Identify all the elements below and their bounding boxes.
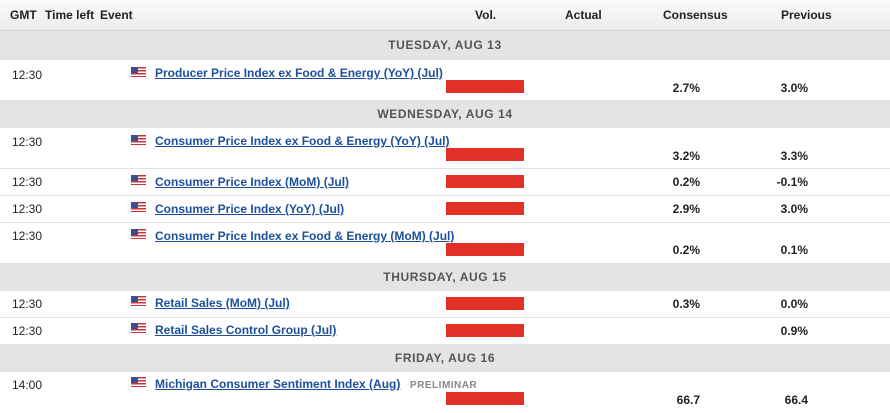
us-flag-icon [131,135,146,145]
previous-value: 0.1% [780,243,808,257]
volatility-bar [446,80,524,93]
event-link[interactable]: Michigan Consumer Sentiment Index (Aug) [155,377,401,391]
event-time: 12:30 [12,68,43,82]
event-link[interactable]: Consumer Price Index (MoM) (Jul) [155,175,350,189]
consensus-value: 2.7% [672,81,700,95]
previous-value: 3.0% [780,81,808,95]
volatility-bar [446,297,524,310]
us-flag-icon [131,202,146,212]
event-time: 12:30 [12,135,43,149]
event-row-cpi-core-yoy[interactable]: 12:30 Consumer Price Index ex Food & Ene… [0,128,890,169]
previous-value: -0.1% [776,175,808,189]
table-header: GMT Time left Event Vol. Actual Consensu… [0,0,890,31]
consensus-value: 0.2% [672,243,700,257]
volatility-bar [446,243,524,256]
event-row-retail-sales-mom[interactable]: 12:30 Retail Sales (MoM) (Jul) 0.3% 0.0% [0,291,890,318]
previous-value: 3.3% [780,149,808,163]
volatility-bar [446,148,524,161]
volatility-bar [446,202,524,215]
event-time: 12:30 [12,297,43,311]
header-actual: Actual [565,8,602,22]
consensus-value: 3.2% [672,149,700,163]
volatility-bar [446,392,524,405]
event-time: 12:30 [12,229,43,243]
header-consensus: Consensus [663,8,728,22]
event-row-ppi-core-yoy[interactable]: 12:30 Producer Price Index ex Food & Ene… [0,60,890,101]
event-row-cpi-mom[interactable]: 12:30 Consumer Price Index (MoM) (Jul) 0… [0,169,890,196]
us-flag-icon [131,296,146,306]
day-header-tuesday: TUESDAY, AUG 13 [0,31,890,61]
event-link[interactable]: Retail Sales (MoM) (Jul) [155,296,290,310]
day-header-wednesday: WEDNESDAY, AUG 14 [0,101,890,129]
consensus-value: 0.2% [672,175,700,189]
consensus-value: 0.3% [672,297,700,311]
event-row-retail-sales-control[interactable]: 12:30 Retail Sales Control Group (Jul) 0… [0,318,890,345]
event-link[interactable]: Consumer Price Index ex Food & Energy (Y… [155,134,450,148]
header-vol: Vol. [475,8,497,22]
volatility-bar [446,324,524,337]
event-time: 14:00 [12,378,43,392]
event-row-michigan-sentiment[interactable]: 14:00 Michigan Consumer Sentiment Index … [0,372,890,413]
event-link[interactable]: Producer Price Index ex Food & Energy (Y… [155,66,443,80]
us-flag-icon [131,67,146,77]
header-event: Event [100,8,133,22]
consensus-value: 66.7 [676,393,700,407]
preliminary-badge: PRELIMINAR [410,380,478,391]
day-header-friday: FRIDAY, AUG 16 [0,345,890,373]
event-time: 12:30 [12,175,43,189]
previous-value: 0.0% [780,297,808,311]
us-flag-icon [131,175,146,185]
event-link[interactable]: Consumer Price Index (YoY) (Jul) [155,202,345,216]
event-link[interactable]: Consumer Price Index ex Food & Energy (M… [155,229,455,243]
volatility-bar [446,175,524,188]
consensus-value: 2.9% [672,202,700,216]
event-link[interactable]: Retail Sales Control Group (Jul) [155,323,337,337]
header-previous: Previous [781,8,832,22]
previous-value: 0.9% [780,324,808,338]
us-flag-icon [131,229,146,239]
event-row-cpi-yoy[interactable]: 12:30 Consumer Price Index (YoY) (Jul) 2… [0,196,890,223]
header-gmt: GMT [10,8,37,22]
event-time: 12:30 [12,202,43,216]
event-time: 12:30 [12,324,43,338]
header-time-left: Time left [45,8,95,22]
us-flag-icon [131,323,146,333]
us-flag-icon [131,377,146,387]
day-header-thursday: THURSDAY, AUG 15 [0,264,890,292]
event-row-cpi-core-mom[interactable]: 12:30 Consumer Price Index ex Food & Ene… [0,223,890,264]
previous-value: 3.0% [780,202,808,216]
previous-value: 66.4 [784,393,808,407]
